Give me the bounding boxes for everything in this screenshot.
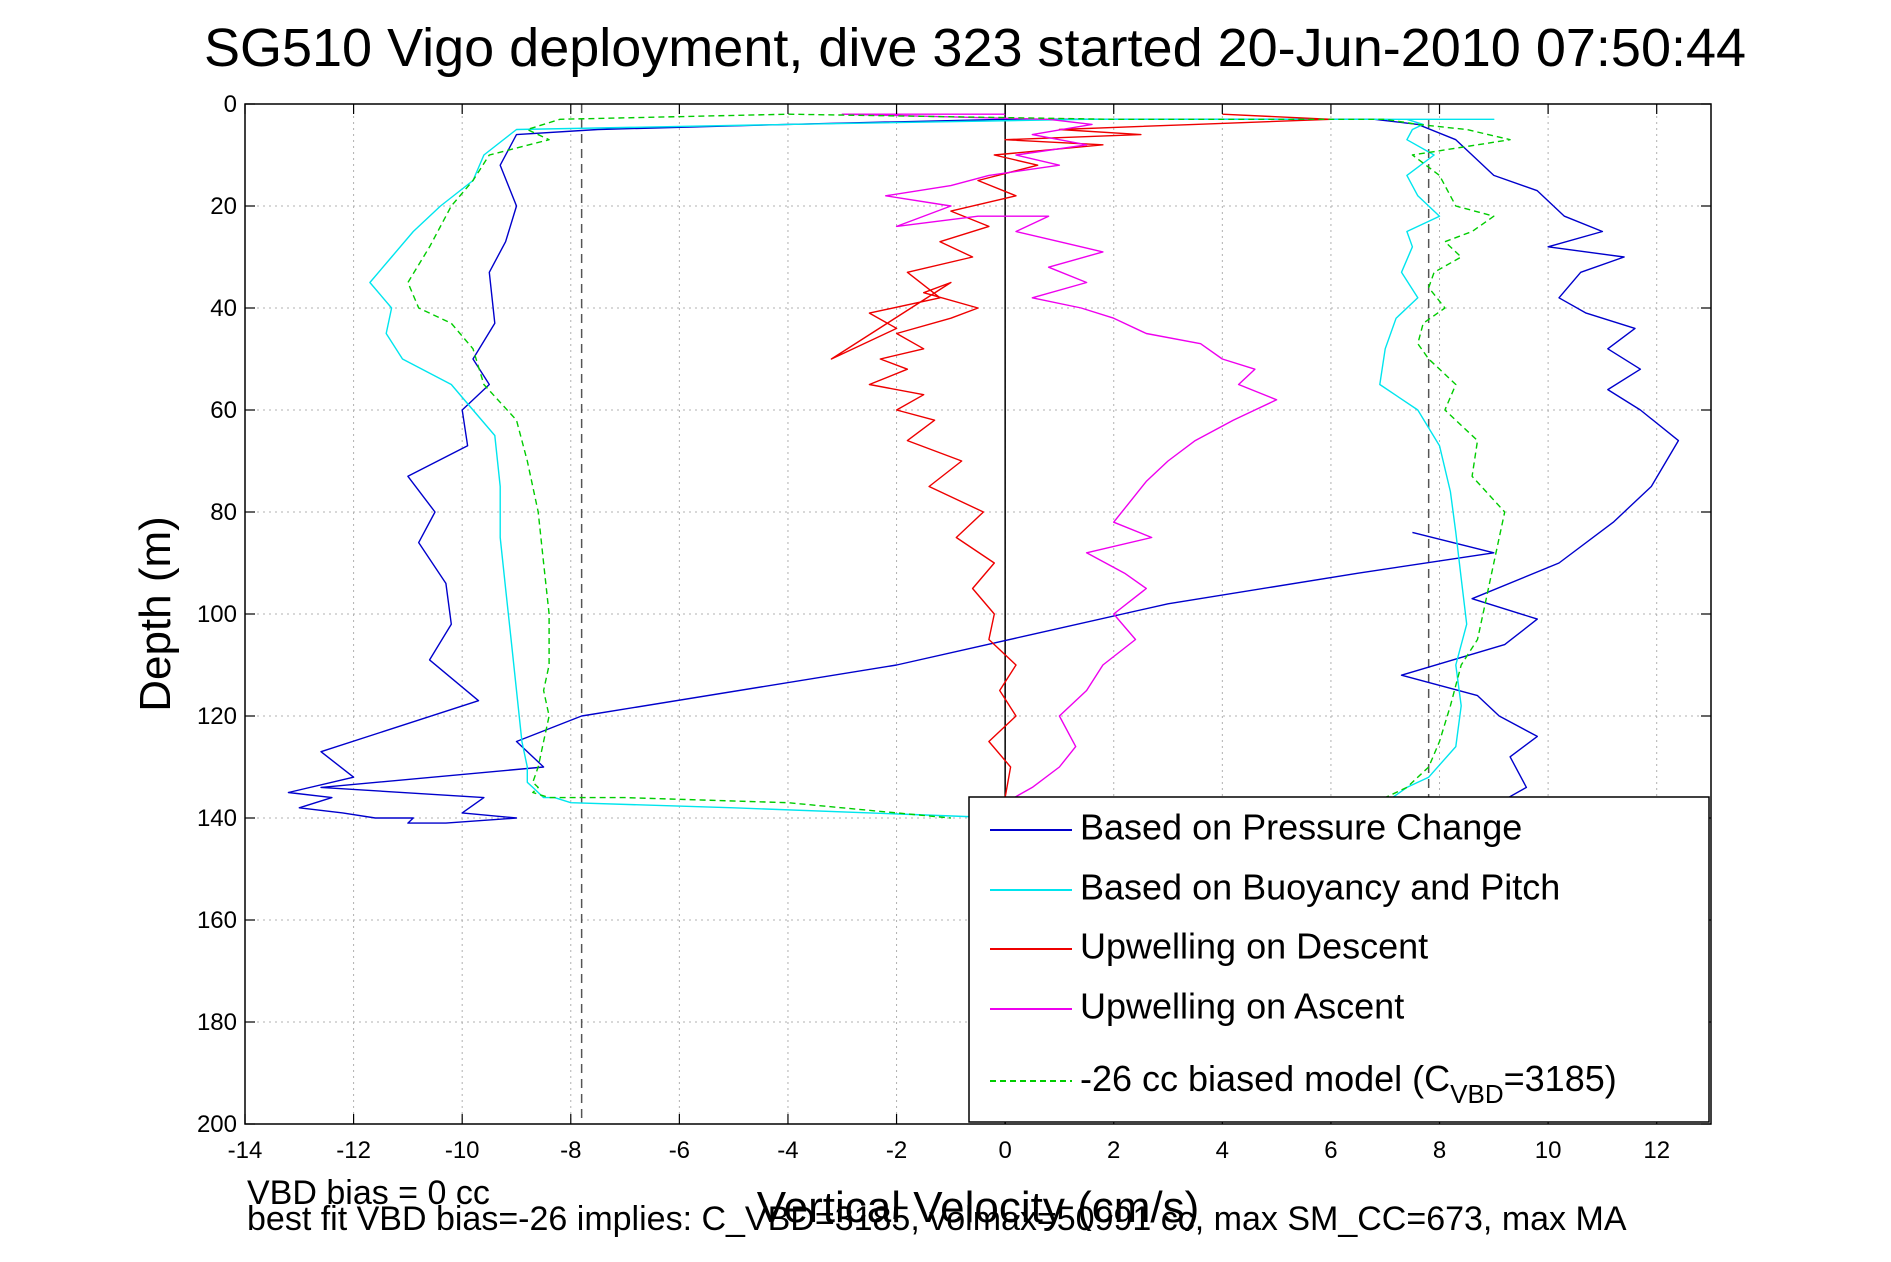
y-tick-label: 120 [197,703,237,730]
footer-line-2: best fit VBD bias=-26 implies: C_VBD=318… [247,1200,1627,1238]
y-tick-label: 0 [224,91,237,118]
x-axis-ticks: -14 -12 -10 -8 -6 -4 -2 0 2 4 6 8 10 12 [228,104,1670,1164]
x-tick-label: -8 [560,1137,581,1164]
x-tick-label: -2 [886,1137,907,1164]
legend-entry: Based on Pressure Change [990,807,1522,848]
legend-entry: Upwelling on Ascent [990,986,1404,1027]
legend-label-suffix: =3185) [1504,1058,1617,1099]
legend-label: Based on Buoyancy and Pitch [1080,867,1560,908]
legend-label: Based on Pressure Change [1080,807,1522,848]
x-tick-label: -12 [336,1137,371,1164]
legend-label-subscript: VBD [1450,1079,1503,1109]
legend-entries: Based on Pressure Change Based on Buoyanc… [990,807,1560,1027]
y-tick-label: 60 [210,397,237,424]
y-axis-ticks: 0 20 40 60 80 100 120 140 160 180 200 [197,91,1711,1138]
y-axis-label: Depth (m) [131,516,180,712]
footer-line-1: VBD bias = 0 cc [247,1174,490,1212]
x-tick-label: -14 [228,1137,263,1164]
legend: Based on Pressure Change Based on Buoyanc… [968,796,1710,1123]
legend-label: Upwelling on Descent [1080,926,1428,967]
x-axis-label: Vertical Velocity (cm/s) [757,1183,1200,1232]
y-tick-label: 200 [197,1111,237,1138]
x-tick-label: 0 [998,1137,1011,1164]
legend-label: -26 cc biased model (CVBD=3185) [1080,1058,1617,1109]
footer-notes: VBD bias = 0 cc best fit VBD bias=-26 im… [247,1174,1627,1238]
x-tick-label: 12 [1643,1137,1670,1164]
legend-entry: -26 cc biased model (CVBD=3185) [990,1058,1617,1109]
x-tick-label: -4 [777,1137,798,1164]
legend-box [968,796,1710,1123]
y-tick-label: 80 [210,499,237,526]
y-tick-label: 160 [197,907,237,934]
y-tick-label: 140 [197,805,237,832]
series-line [841,113,1278,804]
legend-label: Upwelling on Ascent [1080,986,1404,1027]
y-tick-label: 180 [197,1009,237,1036]
y-tick-label: 100 [197,601,237,628]
legend-label-prefix: -26 cc biased model (C [1080,1058,1450,1099]
x-tick-label: 8 [1433,1137,1446,1164]
x-tick-label: 6 [1324,1137,1337,1164]
y-tick-label: 40 [210,295,237,322]
y-tick-label: 20 [210,193,237,220]
x-tick-label: 2 [1107,1137,1120,1164]
x-tick-label: 4 [1216,1137,1229,1164]
x-tick-label: -6 [669,1137,690,1164]
x-tick-label: -10 [445,1137,480,1164]
legend-entry: Upwelling on Descent [990,926,1428,967]
series-line [287,118,1680,824]
series-line [407,113,1511,819]
series-layer [287,113,1680,824]
legend-entry: Based on Buoyancy and Pitch [990,867,1560,908]
chart-title: SG510 Vigo deployment, dive 323 started … [204,18,1746,78]
series-line [830,113,1332,798]
x-tick-label: 10 [1535,1137,1562,1164]
